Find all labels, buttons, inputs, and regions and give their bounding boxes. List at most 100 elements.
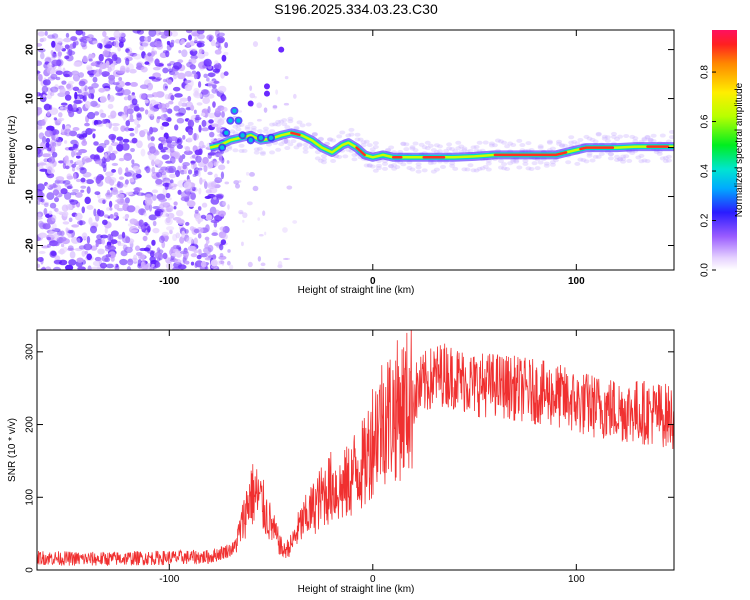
noise-blob bbox=[174, 124, 179, 131]
noise-blob bbox=[57, 51, 63, 57]
noise-blob bbox=[161, 121, 170, 127]
noise-blob bbox=[165, 192, 171, 199]
noise-blob bbox=[41, 85, 49, 94]
noise-blob bbox=[42, 94, 46, 98]
noise-blob bbox=[104, 175, 112, 184]
noise-blob bbox=[49, 146, 56, 153]
x-tick-label: 0 bbox=[370, 574, 376, 585]
noise-blob bbox=[180, 38, 185, 45]
trace-halo bbox=[629, 150, 636, 155]
noise-blob bbox=[196, 42, 205, 48]
noise-blob bbox=[48, 184, 58, 189]
noise-blob bbox=[191, 187, 196, 192]
noise-blob bbox=[140, 66, 148, 73]
noise-blob bbox=[193, 237, 198, 245]
noise-blob bbox=[71, 166, 76, 172]
noise-blob bbox=[95, 214, 100, 222]
noise-blob bbox=[43, 115, 48, 123]
trace-halo bbox=[394, 165, 401, 170]
trace-halo bbox=[620, 154, 627, 159]
trace-halo bbox=[452, 149, 459, 154]
noise-blob bbox=[213, 44, 219, 47]
noise-blob bbox=[238, 110, 243, 113]
colorbar-tick-label: 0.0 bbox=[700, 263, 711, 277]
noise-blob bbox=[67, 245, 74, 251]
trace-halo bbox=[446, 142, 453, 147]
noise-blob bbox=[196, 102, 203, 106]
noise-blob bbox=[174, 93, 183, 98]
noise-blob bbox=[198, 187, 202, 195]
trace-halo bbox=[262, 126, 269, 131]
trace-halo bbox=[549, 162, 556, 167]
noise-blob bbox=[159, 211, 169, 218]
noise-blob bbox=[200, 214, 207, 219]
noise-blob bbox=[84, 100, 91, 109]
noise-blob bbox=[166, 40, 171, 46]
noise-blob bbox=[220, 171, 225, 180]
noise-blob bbox=[133, 118, 140, 126]
noise-blob bbox=[186, 236, 194, 244]
noise-blob bbox=[64, 264, 74, 270]
trace-halo bbox=[327, 137, 334, 142]
noise-blob bbox=[102, 31, 107, 37]
trace-halo bbox=[369, 164, 376, 169]
noise-blob bbox=[100, 234, 109, 239]
onset-cluster-core bbox=[268, 135, 274, 140]
noise-blob bbox=[59, 105, 64, 110]
noise-blob bbox=[41, 266, 46, 270]
noise-blob bbox=[148, 76, 156, 80]
noise-blob bbox=[207, 153, 212, 159]
colorbar-tick-label: 0.2 bbox=[700, 213, 711, 227]
onset-cluster-core bbox=[248, 138, 253, 143]
noise-blob bbox=[169, 146, 175, 153]
noise-blob bbox=[59, 248, 65, 255]
noise-blob bbox=[215, 151, 221, 158]
noise-blob bbox=[203, 181, 208, 189]
trace-halo bbox=[403, 147, 410, 152]
noise-blob bbox=[37, 183, 45, 192]
noise-blob bbox=[152, 66, 161, 71]
noise-blob bbox=[146, 35, 152, 43]
trace-halo bbox=[238, 148, 245, 153]
noise-blob bbox=[221, 110, 225, 118]
noise-blob bbox=[147, 133, 151, 141]
noise-blob bbox=[176, 112, 185, 116]
noise-blob bbox=[103, 214, 109, 218]
noise-blob bbox=[201, 119, 207, 127]
trace-halo bbox=[403, 142, 410, 147]
noise-blob bbox=[208, 119, 214, 124]
noise-blob bbox=[70, 36, 78, 42]
trace-halo bbox=[494, 138, 501, 143]
noise-blob bbox=[37, 213, 41, 218]
trace-hot-segment bbox=[290, 131, 301, 137]
trace-halo bbox=[546, 139, 553, 144]
noise-blob bbox=[118, 157, 125, 162]
noise-blob bbox=[43, 103, 51, 111]
noise-blob bbox=[62, 211, 69, 217]
y-tick-label: -20 bbox=[25, 238, 36, 253]
noise-blob bbox=[109, 152, 117, 161]
noise-blob bbox=[60, 243, 65, 248]
trace-halo bbox=[510, 143, 517, 148]
noise-blob bbox=[204, 195, 212, 200]
trace-halo bbox=[317, 136, 324, 141]
noise-blob bbox=[217, 32, 225, 37]
noise-blob bbox=[249, 171, 255, 177]
noise-blob bbox=[56, 119, 62, 124]
snr-panel: -100 0 100 0 100 200 300 Height of straight l… bbox=[7, 329, 675, 595]
trace-halo bbox=[549, 146, 556, 151]
noise-blob bbox=[204, 257, 212, 261]
noise-blob bbox=[112, 187, 118, 193]
noise-blob bbox=[178, 49, 182, 54]
noise-blob bbox=[151, 194, 157, 201]
trace-halo bbox=[287, 119, 294, 124]
noise-blob bbox=[41, 119, 46, 126]
trace-halo bbox=[375, 163, 382, 168]
noise-blob bbox=[149, 146, 156, 154]
noise-blob bbox=[61, 204, 69, 212]
noise-blob bbox=[84, 196, 91, 205]
noise-blob bbox=[242, 219, 245, 223]
noise-blob bbox=[38, 220, 44, 228]
trace-halo bbox=[269, 129, 276, 134]
